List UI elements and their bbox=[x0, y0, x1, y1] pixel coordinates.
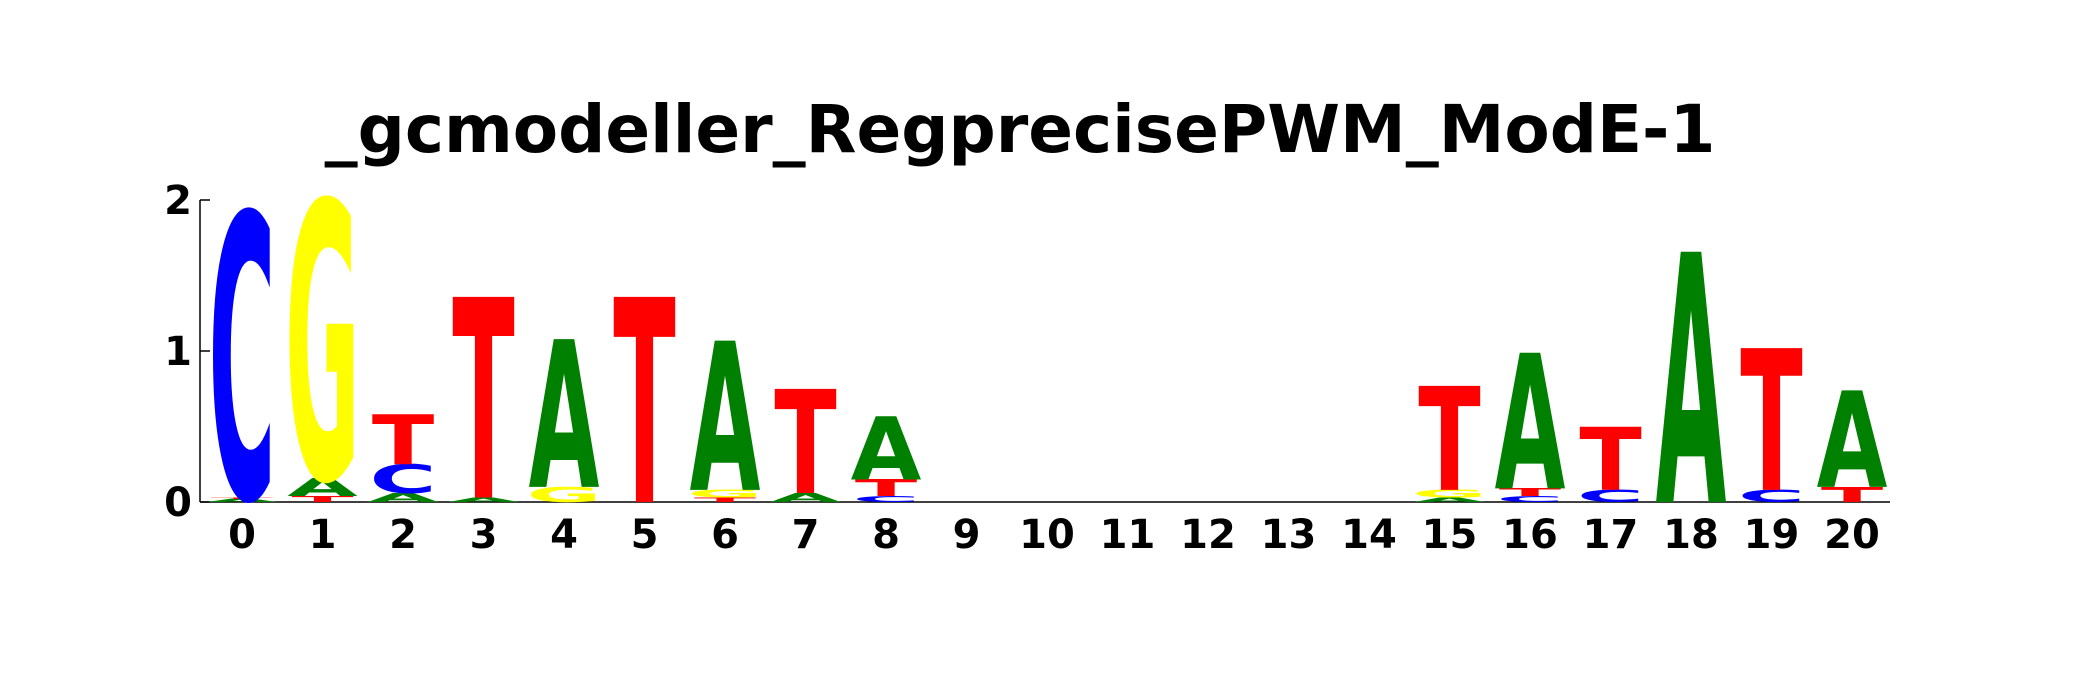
logo-letter-A: A bbox=[770, 491, 841, 505]
x-tick-label: 3 bbox=[470, 512, 498, 558]
logo-stack: AT bbox=[448, 244, 519, 563]
logo-stack: CTA bbox=[851, 399, 922, 504]
x-tick-label: 9 bbox=[953, 512, 981, 558]
y-axis: 0 1 2 bbox=[164, 178, 210, 526]
chart-title: _gcmodeller_RegprecisePWM_ModE-1 bbox=[325, 91, 1716, 168]
x-tick-label: 18 bbox=[1663, 512, 1719, 558]
logo-stack: TA bbox=[1817, 364, 1888, 519]
x-axis: 0 1 2 3 4 5 6 7 8 9 10 11 12 13 14 15 16 17 18 19 20 bbox=[200, 501, 1890, 558]
logo-letter-T: T bbox=[452, 244, 514, 563]
logo-stack: AGT bbox=[1412, 359, 1487, 525]
logo-stack: CT bbox=[1738, 309, 1805, 536]
logo-letter-A: A bbox=[1495, 316, 1566, 533]
x-tick-label: 4 bbox=[550, 512, 578, 558]
y-tick-label: 2 bbox=[164, 178, 192, 224]
logo-letter-T: T bbox=[613, 242, 675, 569]
logo-letter-C: C bbox=[369, 457, 436, 503]
logo-letter-A: A bbox=[368, 491, 439, 505]
logo-letter-T: T bbox=[855, 475, 918, 502]
x-tick-label: 13 bbox=[1261, 512, 1317, 558]
logo-letter-T: T bbox=[1740, 309, 1802, 536]
logo-letter-A: A bbox=[851, 399, 922, 500]
logo-letter-C: C bbox=[1577, 487, 1644, 506]
x-tick-label: 16 bbox=[1502, 512, 1558, 558]
logo-letter-G: G bbox=[1412, 488, 1487, 500]
logo-letter-T: T bbox=[774, 362, 837, 528]
logo-letter-A: A bbox=[1817, 364, 1888, 519]
y-tick-label: 0 bbox=[164, 480, 192, 526]
logo-stack: A bbox=[1656, 185, 1727, 584]
logo-letter-T: T bbox=[211, 497, 273, 499]
logo-stack: ACT bbox=[368, 402, 439, 505]
x-tick-label: 1 bbox=[309, 512, 337, 558]
x-tick-label: 12 bbox=[1180, 512, 1236, 558]
logo-stack: T bbox=[613, 242, 675, 569]
x-tick-label: 0 bbox=[228, 512, 256, 558]
x-tick-label: 19 bbox=[1744, 512, 1800, 558]
x-tick-label: 11 bbox=[1100, 512, 1156, 558]
logo-letter-T: T bbox=[1418, 359, 1481, 525]
x-tick-label: 20 bbox=[1824, 512, 1880, 558]
logo-letter-T: T bbox=[694, 496, 756, 503]
logo-letter-A: A bbox=[1414, 496, 1485, 503]
logo-letter-T: T bbox=[372, 402, 434, 482]
x-tick-label: 14 bbox=[1341, 512, 1397, 558]
logo-stack: TGA bbox=[687, 301, 762, 539]
y-tick-label: 1 bbox=[164, 329, 192, 375]
logo-letter-C: C bbox=[852, 494, 919, 504]
logo-letter-A: A bbox=[690, 301, 761, 539]
logo-letter-A: A bbox=[287, 473, 358, 502]
logo-stack: GA bbox=[526, 300, 601, 536]
logo-letter-G: G bbox=[285, 126, 360, 569]
logo-letter-G: G bbox=[526, 483, 601, 507]
x-tick-label: 8 bbox=[872, 512, 900, 558]
logo-letter-A: A bbox=[1656, 185, 1727, 584]
logo-letter-T: T bbox=[291, 494, 353, 504]
logo-letter-G: G bbox=[687, 488, 762, 500]
logo-letter-C: C bbox=[1496, 494, 1563, 504]
logo-stack: CT bbox=[1577, 410, 1644, 511]
logo-stack: CTA bbox=[1495, 316, 1566, 533]
x-tick-label: 2 bbox=[389, 512, 417, 558]
logo-letter-A: A bbox=[207, 498, 278, 503]
logo-stack: AT bbox=[770, 362, 841, 528]
logo-letter-A: A bbox=[529, 300, 600, 536]
logo-letter-C: C bbox=[208, 134, 275, 590]
x-tick-label: 17 bbox=[1583, 512, 1639, 558]
logo-letter-A: A bbox=[448, 496, 519, 503]
x-tick-label: 15 bbox=[1422, 512, 1478, 558]
logo-stack: ATC bbox=[207, 134, 278, 590]
x-tick-label: 10 bbox=[1019, 512, 1075, 558]
logo-stack: TAG bbox=[285, 126, 360, 569]
logo-letter-T: T bbox=[1579, 410, 1642, 511]
logo-letter-T: T bbox=[1821, 483, 1883, 507]
logo-letter-C: C bbox=[1738, 487, 1805, 506]
logo-letter-T: T bbox=[1499, 487, 1562, 499]
x-tick-label: 6 bbox=[711, 512, 739, 558]
x-tick-label: 7 bbox=[792, 512, 820, 558]
x-tick-label: 5 bbox=[631, 512, 659, 558]
